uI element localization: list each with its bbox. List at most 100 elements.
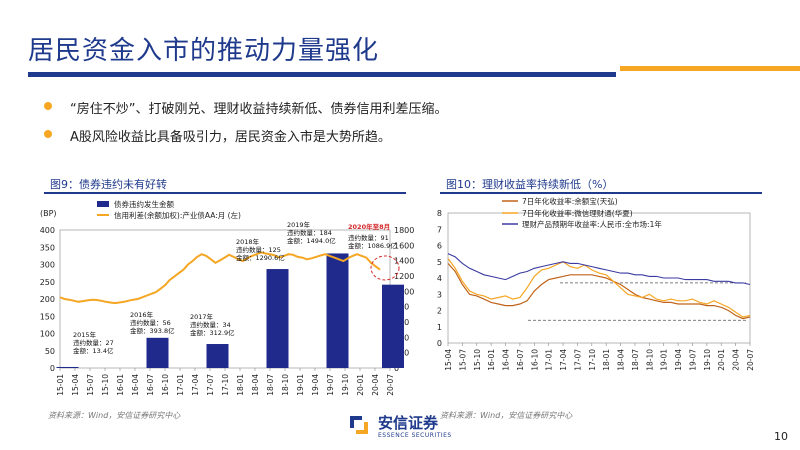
title-underline xyxy=(28,72,616,77)
chart2-x-tick-label: 19-04 xyxy=(674,349,683,371)
chart1-right-tick-label: 1200 xyxy=(394,272,414,281)
chart2-title: 图10：理财收益率持续新低（%） xyxy=(446,178,614,191)
chart1-x-tick-label: 16-04 xyxy=(131,374,140,396)
chart1-bar xyxy=(206,344,229,368)
chart1-annotation-line: 2016年 xyxy=(130,310,154,319)
chart1-legend-label: 债券违约发生金额 xyxy=(114,199,174,209)
chart1-highlight-circle xyxy=(370,255,400,281)
chart2-x-tick-label: 20-01 xyxy=(717,349,726,371)
chart1-bar xyxy=(146,337,169,368)
chart2-y-tick-label: 1 xyxy=(437,323,442,332)
chart1-annotation: 2018年违约数量：125 金额：1290.6亿 xyxy=(236,237,285,262)
chart2-x-tick-label: 20-04 xyxy=(732,349,741,371)
chart2-legend-label: 7日年化收益率:微信理财通(华夏) xyxy=(522,208,633,218)
chart1-x-tick-label: 17-01 xyxy=(176,374,185,396)
chart2-x-tick-label: 17-01 xyxy=(545,349,554,371)
chart1-x-tick-label: 18-07 xyxy=(266,374,275,396)
chart1-left-tick-label: 250 xyxy=(40,278,55,287)
chart1-annotation-line: 金额：1494.0亿 xyxy=(287,236,336,245)
chart2-y-tick-label: 4 xyxy=(437,274,442,283)
logo-text-cn: 安信证券 xyxy=(378,414,439,432)
chart1-legend-swatch-bar xyxy=(97,201,109,207)
chart1-bar xyxy=(56,366,79,368)
chart1-x-tick-label: 17-04 xyxy=(191,374,200,396)
chart2-x-tick-label: 16-04 xyxy=(502,349,511,371)
chart1-left-tick-label: 100 xyxy=(40,330,55,339)
chart1-annotation: 2015年违约数量：27 金额：13.4亿 xyxy=(73,330,114,355)
chart1-annotation: 2019年违约数量：184 金额：1494.0亿 xyxy=(287,220,336,245)
chart2-series-line xyxy=(447,258,751,318)
chart1-x-tick-label: 15-07 xyxy=(86,374,95,396)
chart2-x-tick-label: 19-01 xyxy=(660,349,669,371)
chart1-right-tick-label: 0 xyxy=(394,364,399,373)
chart1-x-tick-label: 20-04 xyxy=(371,374,380,396)
chart2-y-tick-label: 3 xyxy=(437,290,442,299)
chart1-annotation: 2017年违约数量：34 金额：312.9亿 xyxy=(190,312,235,337)
chart1-bar xyxy=(382,284,404,368)
chart1-annotation-line: 金额：13.4亿 xyxy=(73,346,114,355)
bullet-text: “房住不炒”、打破刚兑、理财收益持续新低、债券信用利差压缩。 xyxy=(70,102,448,117)
chart1-left-tick-label: 200 xyxy=(40,295,55,304)
chart2-x-tick-label: 19-10 xyxy=(703,349,712,371)
chart1-x-tick-label: 16-07 xyxy=(146,374,155,396)
bullet-2: A股风险收益比具备吸引力，居民资金入市是大势所趋。 xyxy=(44,126,391,145)
chart1-x-tick-label: 16-01 xyxy=(116,374,125,396)
chart1-x-tick-label: 20-01 xyxy=(356,374,365,396)
chart1-annotation-line: 2017年 xyxy=(190,312,214,321)
chart1-x-tick-label: 19-10 xyxy=(341,374,350,396)
chart1-annotation-line: 2018年 xyxy=(236,237,260,246)
chart2-x-tick-label: 16-10 xyxy=(530,349,539,371)
chart1-annotation-line: 金额：1086.9亿 xyxy=(348,241,397,250)
chart2-x-tick-label: 18-01 xyxy=(602,349,611,371)
chart1-x-tick-label: 19-01 xyxy=(296,374,305,396)
chart1-left-tick-label: 400 xyxy=(40,226,55,235)
chart1-left-tick-label: 350 xyxy=(40,243,55,252)
page-title: 居民资金入市的推动力量强化 xyxy=(28,36,380,66)
chart1-x-tick-label: 15-04 xyxy=(71,374,80,396)
chart1-x-tick-label: 18-01 xyxy=(236,374,245,396)
chart2-x-tick-label: 19-07 xyxy=(688,349,697,371)
chart1-annotation-line: 2019年 xyxy=(287,220,311,229)
chart1-source: 资料来源：Wind，安信证券研究中心 xyxy=(48,411,181,420)
chart1-x-tick-label: 19-07 xyxy=(326,374,335,396)
chart1-x-tick-label: 15-01 xyxy=(56,374,65,396)
chart2-x-tick-label: 16-01 xyxy=(487,349,496,371)
chart1-right-tick-label: 1400 xyxy=(394,257,414,266)
chart2-y-tick-label: 8 xyxy=(437,209,442,218)
chart1-annotation-line: 金额：312.9亿 xyxy=(190,328,235,337)
title-accent-bar xyxy=(620,66,800,71)
chart2-svg: 0 1 2 3 4 5 6 7 8 15-04 15-07 15-10 16-01 16-04 16-07 1… xyxy=(437,196,755,371)
logo-text-en: ESSENCE SECURITIES xyxy=(378,432,452,439)
chart1-annotation: 2020年至8月 xyxy=(348,222,390,231)
chart1-x-tick-label: 19-04 xyxy=(311,374,320,396)
chart2-y-tick-label: 5 xyxy=(437,258,442,267)
chart1-right-tick-label: 1000 xyxy=(394,287,414,296)
chart1-annotation-line: 违约数量：27 xyxy=(73,338,114,347)
chart2-series-line xyxy=(447,253,751,286)
chart1-annotation-line: 2020年至8月 xyxy=(348,222,390,231)
chart1-title: 图9：债券违约未有好转 xyxy=(50,178,167,191)
chart1-annotation-line: 金额：1290.6亿 xyxy=(236,253,285,262)
chart2-y-tick-label: 0 xyxy=(437,339,442,348)
chart1-divider xyxy=(44,192,406,194)
bullet-1: “房住不炒”、打破刚兑、理财收益持续新低、债券信用利差压缩。 xyxy=(44,98,447,117)
chart1-left-tick-label: 0 xyxy=(50,364,55,373)
bullet-dot-icon xyxy=(44,130,52,138)
chart1-annotation: 违约数量：91 金额：1086.9亿 xyxy=(348,233,397,250)
chart1-bar xyxy=(326,253,349,368)
chart2-x-tick-label: 18-10 xyxy=(645,349,654,371)
chart2-source: 资料来源：Wind，安信证券研究中心 xyxy=(440,411,573,420)
chart1-left-tick-label: 50 xyxy=(45,347,55,356)
chart1-left-tick-label: 150 xyxy=(40,312,55,321)
logo-mark-icon xyxy=(348,414,370,436)
chart1-x-tick-label: 18-10 xyxy=(281,374,290,396)
chart2-series-line xyxy=(447,263,751,320)
chart1-annotation: 2016年违约数量：56 金额：393.8亿 xyxy=(130,310,175,335)
chart1-legend-label: 信用利差(余额加权):产业债AA:月 (左) xyxy=(114,210,241,220)
chart2-x-tick-label: 16-07 xyxy=(516,349,525,371)
chart2-x-tick-label: 15-10 xyxy=(473,349,482,371)
chart2-divider xyxy=(440,192,762,194)
chart1-annotation-line: 违约数量：91 xyxy=(348,233,389,242)
chart2-legend-label: 理财产品预期年收益率:人民币:全市场:1年 xyxy=(522,219,662,229)
chart2-plot-frame xyxy=(447,212,751,344)
